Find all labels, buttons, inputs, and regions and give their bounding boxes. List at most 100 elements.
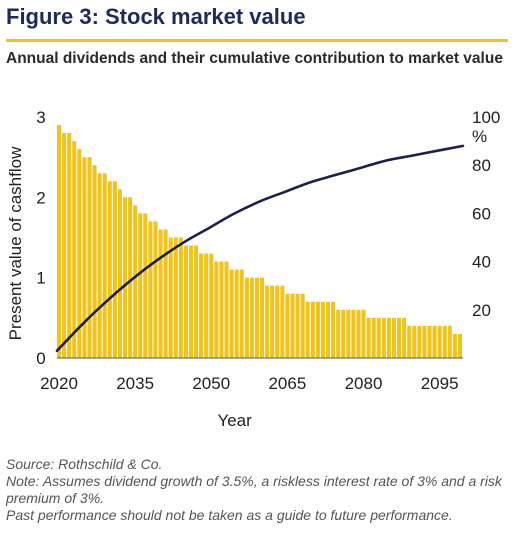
figure-subtitle: Annual dividends and their cumulative co… <box>6 50 503 67</box>
y-axis-ticks: 0 1 2 3 <box>36 108 45 368</box>
bar-2031 <box>112 181 117 358</box>
bar-2043 <box>173 237 178 358</box>
x-tick-label: 2065 <box>268 374 306 393</box>
bar-2086 <box>391 317 397 358</box>
bar-2049 <box>204 253 209 358</box>
bar-2094 <box>432 325 437 358</box>
bar-2056 <box>239 269 244 358</box>
bar-2073 <box>325 301 331 358</box>
bar-2099 <box>457 333 463 358</box>
bar-2054 <box>229 269 234 358</box>
bar-2045 <box>183 245 188 358</box>
stock-market-value-chart: 2020 2035 2050 2065 2080 2095 0 1 2 3 20 40 60 80 10… <box>6 108 500 430</box>
bar-2030 <box>107 181 112 358</box>
bar-2095 <box>437 325 442 358</box>
bar-2053 <box>224 261 229 358</box>
bar-2034 <box>128 197 133 358</box>
x-axis-ticks: 2020 2035 2050 2065 2080 2095 <box>40 374 458 393</box>
y-tick-label: 1 <box>36 269 45 288</box>
bar-2035 <box>133 205 138 358</box>
x-tick-label: 2020 <box>40 374 78 393</box>
bar-2033 <box>122 197 128 358</box>
bar-2079 <box>356 309 361 358</box>
bar-2048 <box>199 253 204 358</box>
bar-2084 <box>381 317 386 358</box>
bar-2046 <box>188 245 194 358</box>
bar-2068 <box>300 293 305 358</box>
bar-2066 <box>290 293 295 358</box>
disclaimer-note: Past performance should not be taken as … <box>6 507 453 523</box>
bar-2027 <box>92 165 97 358</box>
bar-2058 <box>249 277 254 358</box>
bar-2037 <box>143 213 148 358</box>
bar-2074 <box>331 301 336 358</box>
bar-2055 <box>234 269 239 358</box>
y2-tick-label: 100 <box>472 108 500 127</box>
bar-2022 <box>67 133 72 358</box>
y-tick-label: 3 <box>36 108 45 127</box>
bar-2072 <box>320 301 325 358</box>
figure-title: Figure 3: Stock market value <box>6 4 306 29</box>
bar-2097 <box>447 325 452 358</box>
bar-2024 <box>77 149 82 358</box>
bar-2057 <box>244 277 249 358</box>
bar-2041 <box>163 229 168 358</box>
bar-2060 <box>260 277 265 358</box>
bar-2051 <box>214 261 219 358</box>
footnotes: Source: Rothschild & Co. Note: Assumes d… <box>6 456 512 524</box>
bar-2092 <box>422 325 427 358</box>
bar-2075 <box>336 309 341 358</box>
y2-tick-label: 40 <box>472 253 491 272</box>
bar-2069 <box>305 301 310 358</box>
bar-2078 <box>351 309 356 358</box>
bar-2085 <box>386 317 391 358</box>
bar-2090 <box>412 325 417 358</box>
bar-2082 <box>371 317 376 358</box>
bar-2023 <box>72 141 77 358</box>
bar-2070 <box>310 301 315 358</box>
bar-2081 <box>366 317 371 358</box>
bar-2071 <box>315 301 320 358</box>
bar-2098 <box>452 333 457 358</box>
bar-2047 <box>194 245 199 358</box>
x-tick-label: 2035 <box>116 374 154 393</box>
bar-2083 <box>376 317 381 358</box>
x-tick-label: 2050 <box>192 374 230 393</box>
bar-2064 <box>280 285 285 358</box>
y-axis-label: Present value of cashflow <box>6 146 25 340</box>
bar-2067 <box>295 293 300 358</box>
y2-axis-ticks: 20 40 60 80 100 <box>472 108 500 320</box>
bar-2089 <box>407 325 412 358</box>
bar-2028 <box>97 173 102 358</box>
bar-2087 <box>397 317 402 358</box>
bar-2042 <box>168 237 173 358</box>
bar-2061 <box>265 285 270 358</box>
bar-2038 <box>148 221 153 358</box>
bar-series <box>57 125 463 358</box>
bar-2039 <box>153 221 158 358</box>
y2-tick-label: 60 <box>472 204 491 223</box>
x-tick-label: 2095 <box>421 374 459 393</box>
x-axis-label: Year <box>217 411 252 430</box>
bar-2091 <box>417 325 422 358</box>
title-underline <box>6 39 508 42</box>
bar-2065 <box>285 293 290 358</box>
bar-2036 <box>138 213 143 358</box>
bar-2080 <box>361 309 366 358</box>
y-tick-label: 2 <box>36 188 45 207</box>
bar-2093 <box>427 325 432 358</box>
y2-tick-label: 20 <box>472 301 491 320</box>
bar-2020 <box>57 125 62 358</box>
bar-2044 <box>178 237 183 358</box>
bar-2059 <box>254 277 259 358</box>
bar-2063 <box>275 285 280 358</box>
y2-unit-label: % <box>472 127 487 146</box>
cumulative-line <box>55 144 465 353</box>
bar-2050 <box>209 253 214 358</box>
bar-2077 <box>346 309 351 358</box>
bar-2025 <box>82 157 87 358</box>
y-tick-label: 0 <box>36 349 45 368</box>
bar-2062 <box>270 285 275 358</box>
x-tick-label: 2080 <box>345 374 383 393</box>
bar-2088 <box>402 317 407 358</box>
